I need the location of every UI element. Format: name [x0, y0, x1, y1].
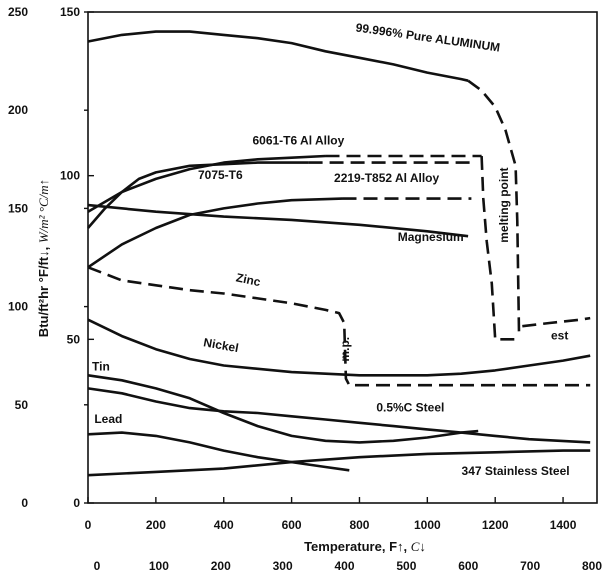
x2-tick-label: 500 — [396, 559, 416, 573]
series-line — [87, 30, 469, 82]
series-est — [522, 316, 591, 328]
x2-tick-label: 200 — [211, 559, 231, 573]
x-tick-label: 1400 — [550, 518, 577, 532]
curve-label: 7075-T6 — [198, 168, 243, 182]
series-tin — [87, 374, 479, 444]
x-tick-label: 1000 — [414, 518, 441, 532]
series-347-stainless-steel — [87, 449, 591, 477]
series-99-996-pure-aluminum — [87, 30, 521, 333]
x2-tick-label: 800 — [582, 559, 602, 573]
series-line-dashed — [87, 266, 591, 387]
plot-frame — [87, 11, 598, 504]
x2-tick-label: 400 — [334, 559, 354, 573]
y2-tick-label: 100 — [8, 300, 28, 314]
curve-label: melting point — [497, 167, 511, 242]
x2-tick-label: 0 — [94, 559, 101, 573]
series-melting-point — [480, 155, 516, 341]
series-line — [87, 431, 350, 472]
y-axis-primary: 0 50 100 150 — [60, 5, 94, 510]
x-tick-label: 600 — [282, 518, 302, 532]
series-line — [87, 161, 309, 229]
series-nickel — [87, 318, 591, 377]
y2-tick-label: 0 — [21, 496, 28, 510]
y2-tick-label: 50 — [15, 398, 29, 412]
x-axis-primary: 0 200 400 600 800 1000 1200 1400 — [85, 497, 577, 532]
series-line-dashed — [480, 155, 516, 341]
y-tick-label: 150 — [60, 5, 80, 19]
curve-label: est — [551, 328, 568, 342]
curve-label: m.p. — [338, 337, 352, 362]
plot-border — [87, 11, 598, 504]
x-tick-label: 1200 — [482, 518, 509, 532]
series-0-5-c-steel — [87, 387, 591, 444]
series-line — [87, 197, 343, 269]
curve-label: 6061-T6 Al Alloy — [252, 134, 344, 148]
series-line-dashed — [467, 79, 521, 333]
curve-label: 0.5%C Steel — [376, 400, 444, 414]
y-tick-label: 0 — [73, 496, 80, 510]
series-magnesium — [87, 203, 469, 238]
y-axis-title: Btu/ft²hr °F/ft↓, W/m² °C/m↑ — [36, 179, 51, 337]
x2-tick-label: 600 — [458, 559, 478, 573]
series-line — [87, 374, 479, 444]
curve-label: 99.996% Pure ALUMINUM — [355, 20, 501, 54]
x-axis-title: Temperature, F↑, C↓ — [304, 539, 426, 554]
x-tick-label: 400 — [214, 518, 234, 532]
series-line — [87, 449, 591, 477]
series-line — [87, 203, 469, 238]
y2-tick-label: 200 — [8, 103, 28, 117]
series-2219-t852-al-alloy — [87, 197, 472, 269]
series-line — [87, 318, 591, 377]
curve-label: Zinc — [235, 270, 262, 289]
series-layer — [87, 30, 591, 477]
y2-tick-label: 250 — [8, 5, 28, 19]
y-tick-label: 100 — [60, 169, 80, 183]
curve-label: Magnesium — [398, 230, 464, 244]
x2-tick-label: 300 — [273, 559, 293, 573]
series-line-dashed — [522, 316, 591, 328]
annotation-layer: 99.996% Pure ALUMINUM 6061-T6 Al Alloy 707… — [92, 20, 570, 478]
x2-tick-label: 700 — [520, 559, 540, 573]
curve-label: Tin — [92, 359, 110, 373]
series-7075-t6 — [87, 161, 475, 229]
series-lead — [87, 431, 350, 472]
y-axis-secondary: 0 50 100 150 200 250 — [8, 5, 88, 510]
x-tick-label: 200 — [146, 518, 166, 532]
x-axis-secondary: 0 100 200 300 400 500 600 700 800 — [94, 559, 603, 573]
curve-label: 2219-T852 Al Alloy — [334, 171, 439, 185]
curve-label: 347 Stainless Steel — [462, 464, 570, 478]
x-tick-label: 800 — [349, 518, 369, 532]
series-line — [87, 387, 591, 444]
x-tick-label: 0 — [85, 518, 92, 532]
curve-label: Nickel — [202, 335, 239, 355]
y-tick-label: 50 — [67, 332, 81, 346]
y2-tick-label: 150 — [8, 201, 28, 215]
curve-label: Lead — [94, 412, 122, 426]
series-zinc — [87, 266, 591, 387]
x2-tick-label: 100 — [149, 559, 169, 573]
